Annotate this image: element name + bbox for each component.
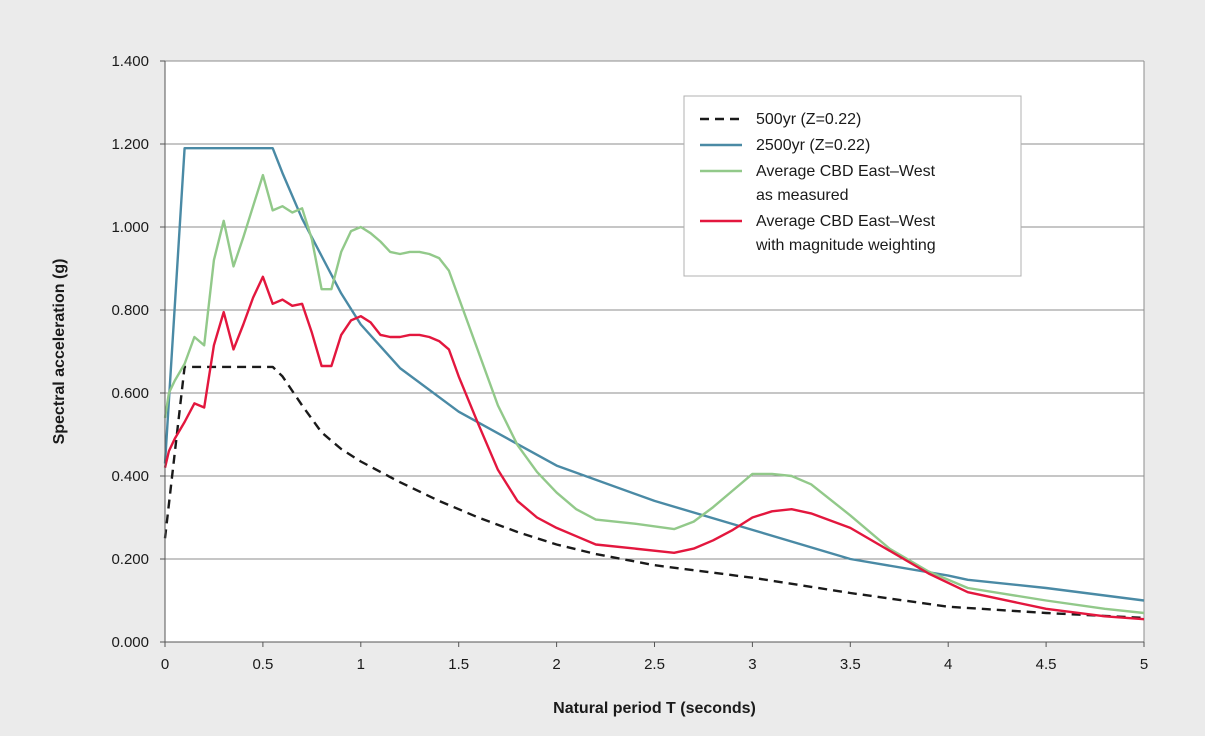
y-tick-label: 0.000 bbox=[111, 634, 149, 651]
x-tick-label: 0.5 bbox=[252, 656, 273, 673]
series-line-3 bbox=[163, 275, 1145, 621]
x-tick-label: 4 bbox=[944, 656, 952, 673]
series-line-2 bbox=[163, 173, 1145, 615]
y-tick-label: 1.200 bbox=[111, 136, 149, 153]
gridlines bbox=[165, 60, 1145, 642]
legend-label: as measured bbox=[756, 187, 849, 204]
tick-labels: 0.000 0.200 0.400 0.600 0.800 1.000 1.200 1.400… bbox=[111, 53, 1148, 673]
series-line-0 bbox=[163, 365, 1145, 620]
x-axis-title: Natural period T (seconds) bbox=[553, 700, 756, 717]
x-tick-label: 0 bbox=[161, 656, 169, 673]
x-tick-label: 1.5 bbox=[448, 656, 469, 673]
y-tick-label: 0.600 bbox=[111, 385, 149, 402]
axes bbox=[160, 60, 1145, 647]
y-tick-label: 1.400 bbox=[111, 53, 149, 70]
legend-label: with magnitude weighting bbox=[755, 237, 936, 254]
legend-label: Average CBD East–West bbox=[756, 213, 936, 230]
x-tick-label: 2.5 bbox=[644, 656, 665, 673]
x-tick-label: 2 bbox=[552, 656, 560, 673]
legend-box bbox=[683, 95, 1022, 277]
series-line-1 bbox=[163, 147, 1145, 602]
legend-label: 500yr (Z=0.22) bbox=[756, 111, 861, 128]
y-axis-title: Spectral acceleration (g) bbox=[51, 259, 68, 445]
x-tick-label: 1 bbox=[357, 656, 365, 673]
x-tick-label: 3.5 bbox=[840, 656, 861, 673]
y-tick-label: 0.400 bbox=[111, 468, 149, 485]
x-tick-label: 3 bbox=[748, 656, 756, 673]
y-tick-label: 0.800 bbox=[111, 302, 149, 319]
legend: 500yr (Z=0.22) 2500yr (Z=0.22) Average CBD… bbox=[683, 95, 1022, 277]
legend-label: Average CBD East–West bbox=[756, 163, 936, 180]
x-tick-label: 5 bbox=[1140, 656, 1148, 673]
y-tick-label: 0.200 bbox=[111, 551, 149, 568]
legend-label: 2500yr (Z=0.22) bbox=[756, 137, 870, 154]
y-tick-label: 1.000 bbox=[111, 219, 149, 236]
x-tick-label: 4.5 bbox=[1036, 656, 1057, 673]
series-layer bbox=[163, 147, 1145, 621]
